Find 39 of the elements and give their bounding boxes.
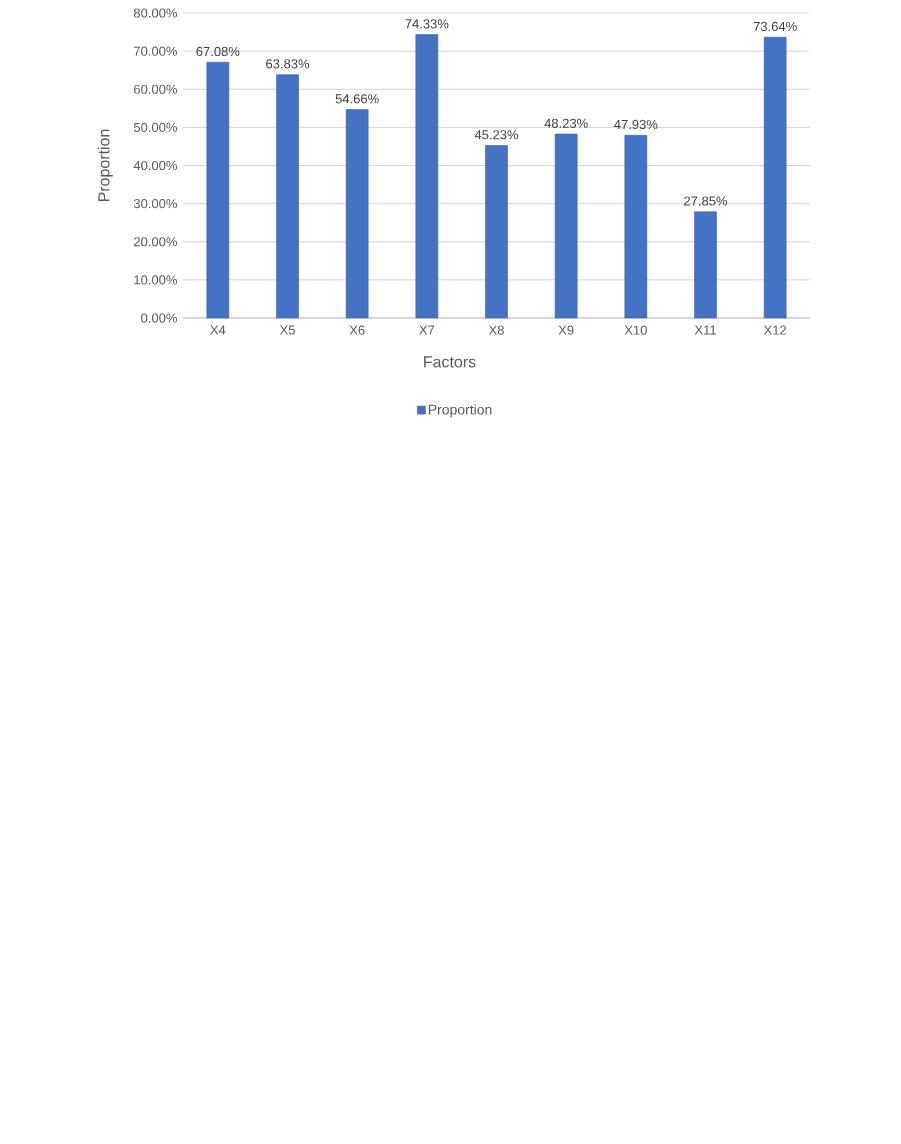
bar	[276, 74, 299, 319]
bar	[485, 145, 508, 319]
x-tick-label: X11	[694, 325, 716, 335]
x-tick-label: X10	[624, 325, 647, 335]
x-tick-label: X8	[488, 325, 504, 335]
data-label: 48.23%	[544, 118, 588, 128]
y-tick-label: 40.00%	[133, 160, 177, 171]
bar	[694, 211, 717, 319]
data-label: 27.85%	[684, 196, 728, 206]
y-tick-label: 20.00%	[134, 237, 177, 247]
y-tick-label: 70.00%	[134, 46, 177, 56]
data-label: 47.93%	[614, 119, 658, 130]
x-tick-label: X4	[210, 325, 226, 335]
y-tick-label: 10.00%	[134, 275, 177, 285]
bar	[763, 36, 787, 319]
legend-label: Proportion	[428, 404, 492, 418]
x-tick-label: X9	[558, 325, 574, 335]
data-label: 74.33%	[405, 19, 449, 29]
data-label: 54.66%	[335, 94, 379, 104]
data-label: 67.08%	[196, 46, 240, 57]
bar	[554, 133, 578, 319]
y-tick-label: 0.00%	[141, 313, 178, 323]
y-axis-title: Proportion	[97, 129, 113, 202]
bar	[206, 61, 230, 319]
x-tick-label: X7	[419, 325, 435, 335]
x-tick-label: X12	[763, 325, 787, 335]
x-tick-label: X6	[349, 325, 365, 335]
data-label: 63.83%	[266, 59, 310, 69]
bar	[345, 109, 369, 319]
data-label: 45.23%	[474, 130, 519, 140]
y-tick-label: 80.00%	[133, 8, 177, 18]
x-tick-label: X5	[279, 325, 295, 335]
data-label: 73.64%	[753, 21, 797, 32]
bar	[624, 134, 648, 319]
y-tick-label: 30.00%	[133, 199, 177, 209]
bar	[415, 34, 439, 319]
x-axis-title: Factors	[424, 356, 476, 368]
y-tick-label: 50.00%	[133, 122, 177, 132]
y-tick-label: 60.00%	[134, 84, 177, 94]
